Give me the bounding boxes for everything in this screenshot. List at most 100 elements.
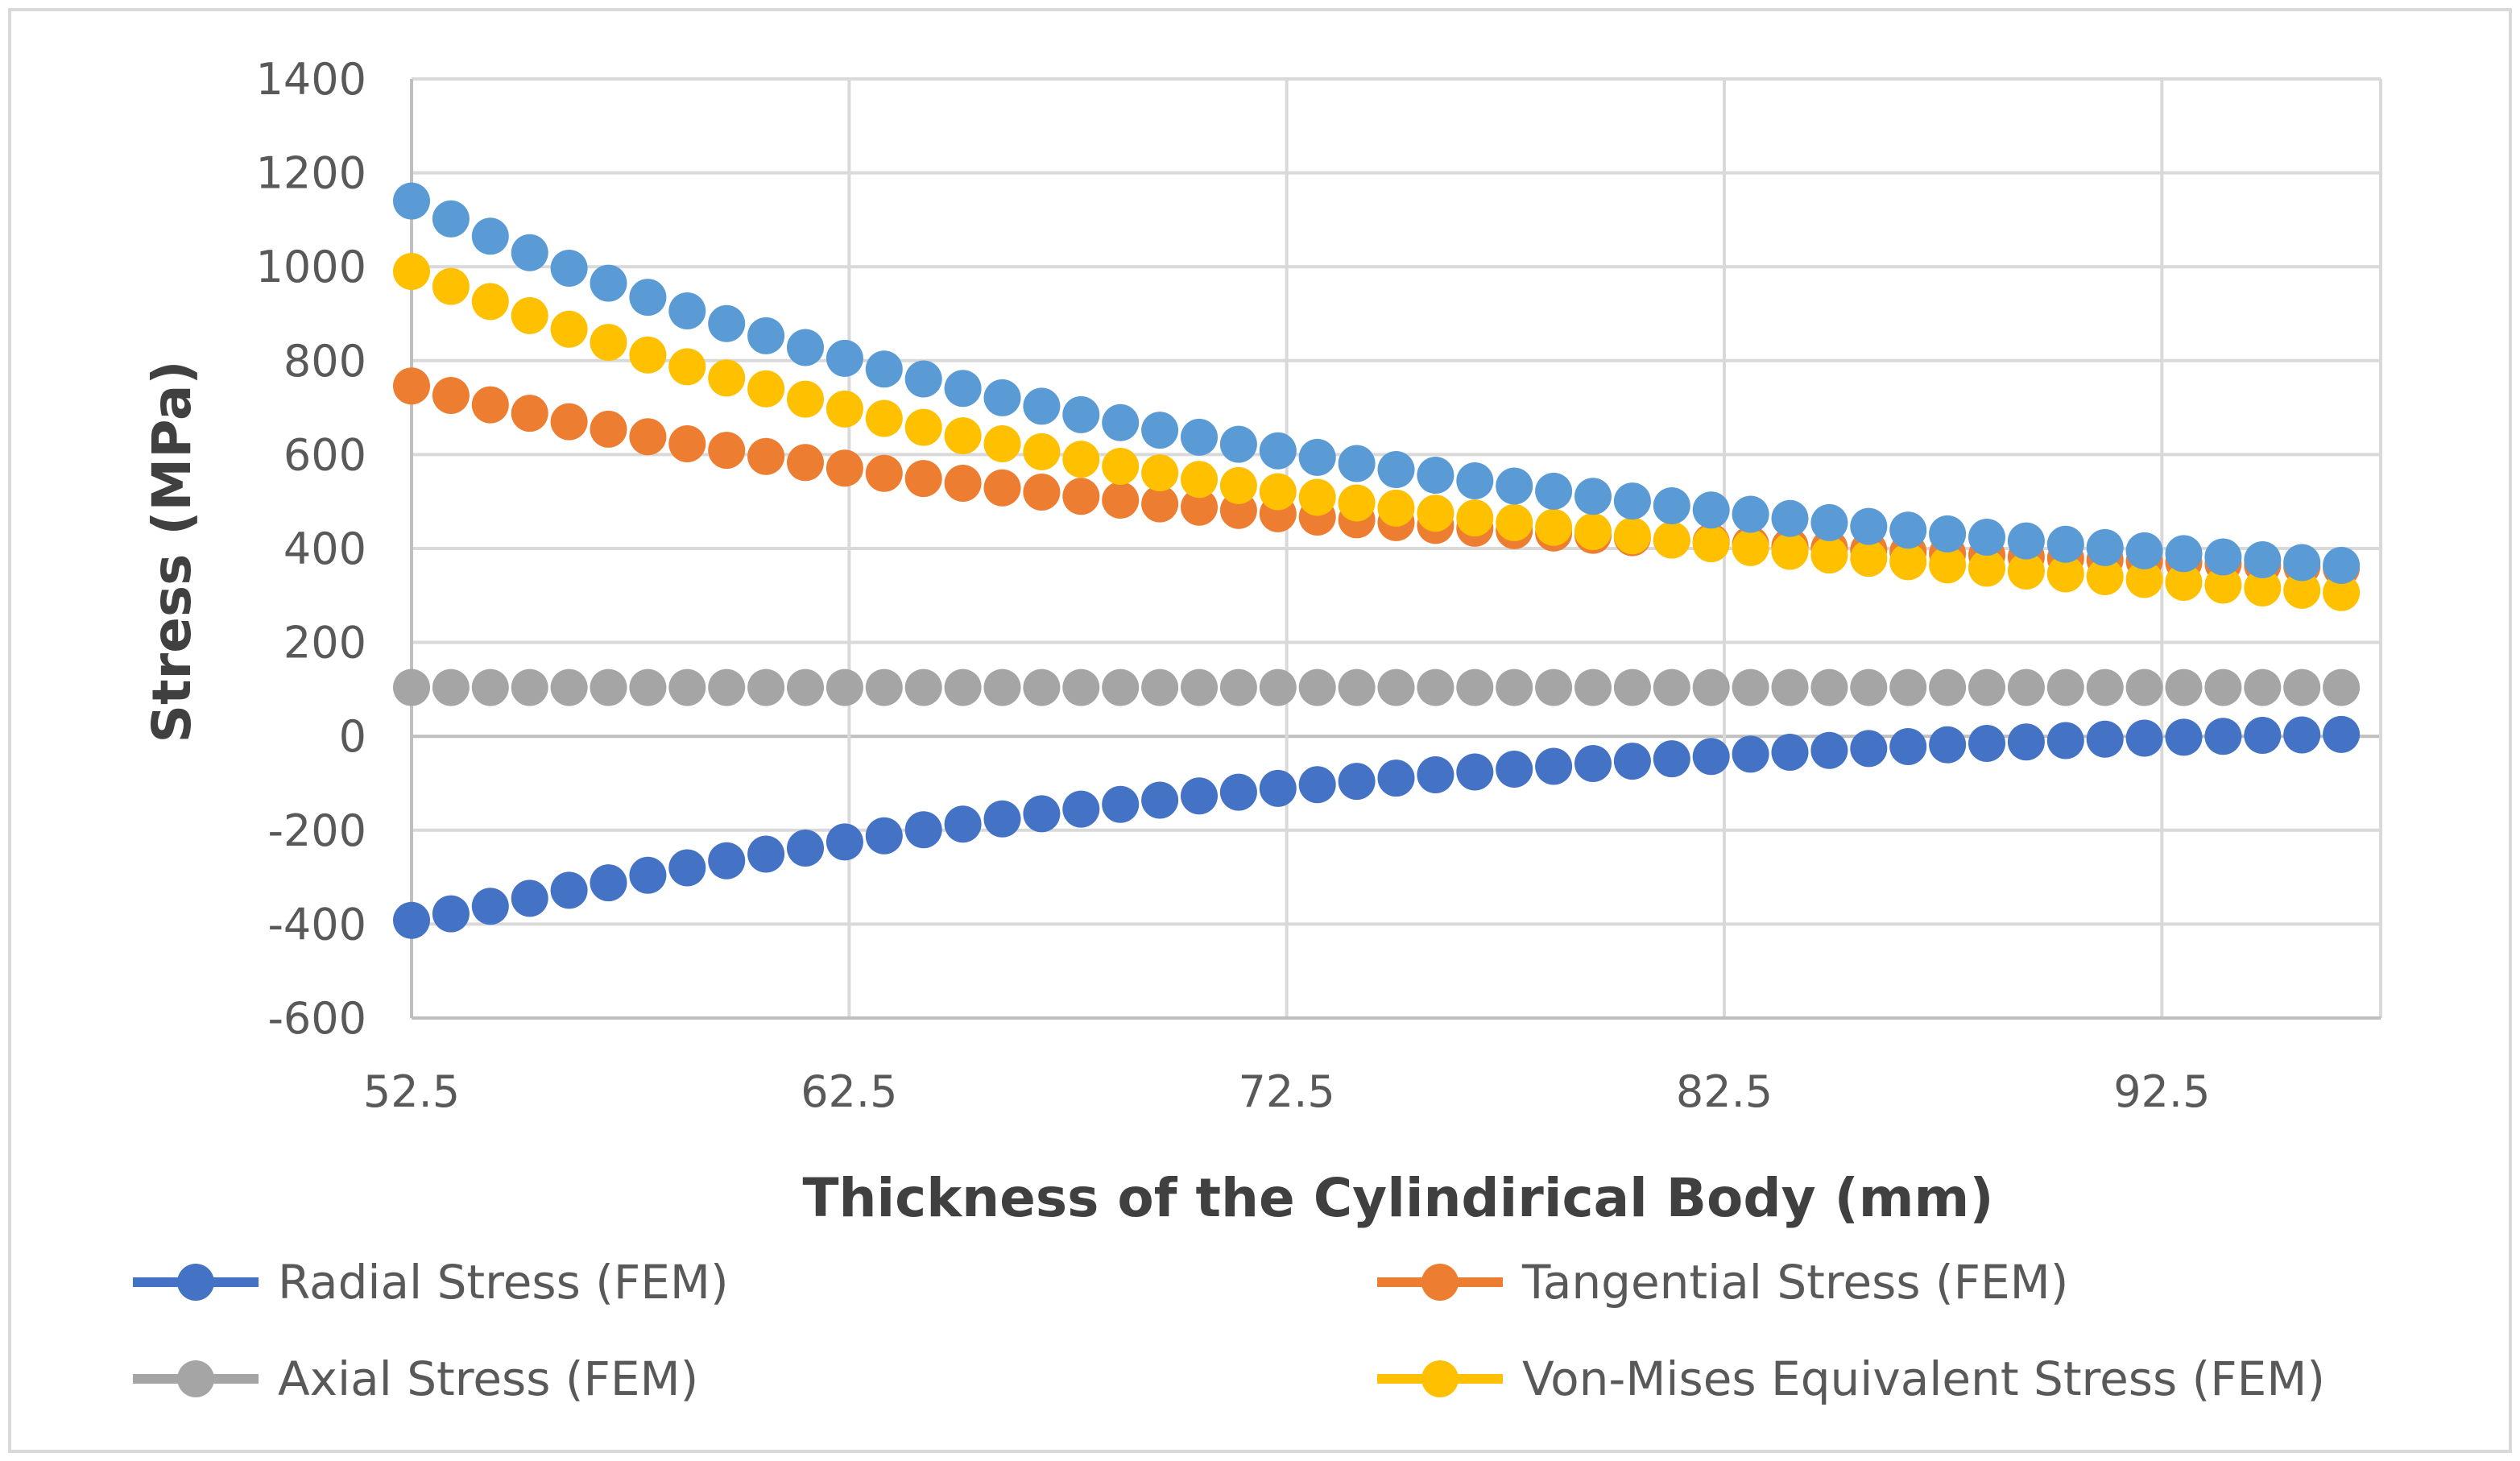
y-tick-label: 800	[283, 336, 366, 387]
data-point	[826, 449, 863, 487]
data-point	[708, 432, 746, 470]
x-tick-label: 72.5	[1239, 1066, 1335, 1117]
data-point	[2323, 573, 2361, 611]
data-point	[708, 359, 746, 397]
y-tick-label: 600	[283, 429, 366, 480]
data-point	[787, 444, 824, 482]
data-point	[1102, 481, 1140, 519]
data-point	[904, 668, 942, 706]
data-point	[1338, 668, 1376, 706]
legend-label: Von-Mises Equivalent Stress (FEM)	[1522, 1351, 2325, 1406]
data-point	[2086, 528, 2124, 566]
data-point	[1574, 668, 1612, 706]
data-point	[629, 856, 667, 894]
data-point	[393, 182, 430, 220]
data-point	[2165, 668, 2203, 706]
data-point	[1929, 668, 1967, 706]
data-point	[1968, 519, 2005, 557]
legend-item: Tangential Stress (FEM)	[1377, 1255, 2068, 1310]
series-0	[393, 715, 2361, 939]
data-point	[471, 668, 509, 706]
series-3	[393, 253, 2361, 611]
legend-item: Von-Mises Equivalent Stress (FEM)	[1377, 1351, 2325, 1406]
data-point	[1219, 466, 1257, 504]
data-point	[2204, 566, 2242, 604]
x-tick-label: 92.5	[2113, 1066, 2210, 1117]
data-point	[1496, 668, 1533, 706]
data-point	[471, 283, 509, 321]
data-point	[2007, 552, 2045, 590]
data-point	[1141, 485, 1179, 523]
data-point	[511, 879, 548, 917]
data-point	[511, 234, 548, 271]
data-point	[1181, 461, 1218, 499]
data-point	[1574, 745, 1612, 783]
data-point	[550, 403, 588, 441]
data-point	[629, 336, 667, 374]
data-point	[1338, 445, 1376, 482]
y-tick-label: 200	[283, 618, 366, 668]
data-point	[787, 380, 824, 418]
data-point	[1023, 668, 1061, 706]
data-point	[471, 386, 509, 424]
data-point	[2165, 718, 2203, 756]
data-point	[747, 835, 785, 873]
data-point	[1613, 743, 1651, 780]
data-point	[1023, 795, 1061, 833]
data-point	[2323, 668, 2361, 706]
data-point	[511, 395, 548, 433]
data-point	[904, 460, 942, 498]
data-point	[432, 895, 470, 933]
data-point	[1141, 781, 1179, 819]
data-point	[1535, 508, 1573, 546]
data-point	[550, 310, 588, 348]
data-point	[2323, 546, 2361, 584]
data-point	[393, 253, 430, 291]
data-point	[1574, 513, 1612, 551]
data-point	[1456, 462, 1494, 500]
data-point	[1023, 433, 1061, 470]
legend-label: Tangential Stress (FEM)	[1521, 1255, 2068, 1310]
data-point	[393, 901, 430, 939]
data-point	[1535, 668, 1573, 706]
data-point	[865, 668, 903, 706]
data-point	[590, 410, 627, 448]
data-point	[2125, 719, 2163, 757]
data-point	[550, 249, 588, 287]
data-point	[826, 390, 863, 428]
data-point	[550, 871, 588, 909]
data-point	[1574, 478, 1612, 515]
data-point	[1850, 730, 1888, 768]
data-point	[1653, 486, 1690, 524]
data-point	[1181, 418, 1218, 456]
data-point	[1653, 740, 1690, 778]
legend-label: Axial Stress (FEM)	[278, 1351, 698, 1406]
data-point	[511, 296, 548, 334]
data-point	[668, 849, 706, 887]
data-point	[983, 424, 1021, 462]
data-point	[1456, 499, 1494, 537]
data-point	[550, 668, 588, 706]
data-point	[1889, 511, 1927, 549]
data-point	[590, 668, 627, 706]
y-tick-label: 1200	[256, 148, 366, 199]
data-point	[1219, 425, 1257, 463]
data-point	[1889, 668, 1927, 706]
data-point	[1417, 668, 1454, 706]
data-point	[1810, 668, 1848, 706]
data-point	[747, 668, 785, 706]
data-point	[471, 217, 509, 255]
data-point	[1023, 474, 1061, 511]
y-tick-label: 1000	[256, 242, 366, 292]
data-point	[629, 279, 667, 317]
data-point	[1062, 441, 1100, 478]
legend-swatch-marker	[177, 1264, 214, 1301]
data-point	[1181, 668, 1218, 706]
data-point	[1810, 503, 1848, 541]
data-point	[708, 842, 746, 879]
data-point	[629, 668, 667, 706]
data-point	[1377, 668, 1415, 706]
data-point	[787, 829, 824, 867]
